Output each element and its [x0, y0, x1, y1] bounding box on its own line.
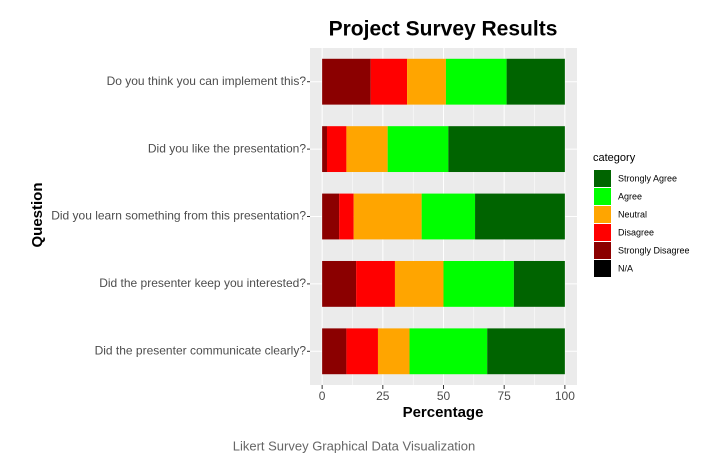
- bar-segment: [475, 193, 565, 240]
- bar-segment: [346, 126, 388, 173]
- legend-label: Strongly Disagree: [618, 245, 690, 255]
- bar-segment: [377, 328, 410, 375]
- x-tick-label: 25: [376, 389, 390, 403]
- bar-segment: [443, 260, 514, 307]
- chart-title: Project Survey Results: [329, 18, 558, 41]
- y-tick-label: Did you like the presentation?: [148, 141, 306, 155]
- legend-swatch: [594, 260, 611, 277]
- bar-segment: [421, 193, 476, 240]
- legend-title: category: [593, 152, 636, 164]
- legend-label: Agree: [618, 191, 642, 201]
- legend-label: Strongly Agree: [618, 173, 677, 183]
- bar-segment: [445, 58, 507, 105]
- legend-swatch: [594, 206, 611, 223]
- bar-segment: [322, 126, 327, 173]
- legend-swatch: [594, 242, 611, 259]
- legend-swatch: [594, 188, 611, 205]
- bar-segment: [353, 193, 422, 240]
- bar-segment: [346, 328, 378, 375]
- bar-segment: [356, 260, 395, 307]
- caption: Likert Survey Graphical Data Visualizati…: [233, 438, 476, 453]
- y-tick-label: Do you think you can implement this?: [107, 74, 307, 88]
- bar-segment: [394, 260, 444, 307]
- bar-segment: [322, 193, 340, 240]
- x-tick-label: 50: [437, 389, 451, 403]
- x-tick-label: 0: [319, 389, 326, 403]
- x-tick-label: 75: [498, 389, 512, 403]
- legend-swatch: [594, 170, 611, 187]
- y-axis-label: Question: [29, 182, 46, 247]
- legend-label: N/A: [618, 263, 633, 273]
- bar-segment: [487, 328, 565, 375]
- y-tick-label: Did the presenter keep you interested?: [99, 276, 306, 290]
- bar-segment: [448, 126, 565, 173]
- legend-label: Disagree: [618, 227, 654, 237]
- y-tick-label: Did the presenter communicate clearly?: [95, 343, 307, 357]
- bar-segment: [322, 260, 357, 307]
- bar-segment: [322, 58, 371, 105]
- legend-label: Neutral: [618, 209, 647, 219]
- bar-segment: [339, 193, 354, 240]
- bar-segment: [370, 58, 408, 105]
- y-tick-label: Did you learn something from this presen…: [51, 209, 306, 223]
- legend-swatch: [594, 224, 611, 241]
- bar-segment: [513, 260, 565, 307]
- bar-segment: [326, 126, 347, 173]
- bar-segment: [407, 58, 446, 105]
- bar-segment: [387, 126, 449, 173]
- bar-segment: [322, 328, 347, 375]
- x-axis-label: Percentage: [403, 404, 484, 421]
- bar-segment: [506, 58, 565, 105]
- x-tick-label: 100: [555, 389, 575, 403]
- bar-segment: [409, 328, 488, 375]
